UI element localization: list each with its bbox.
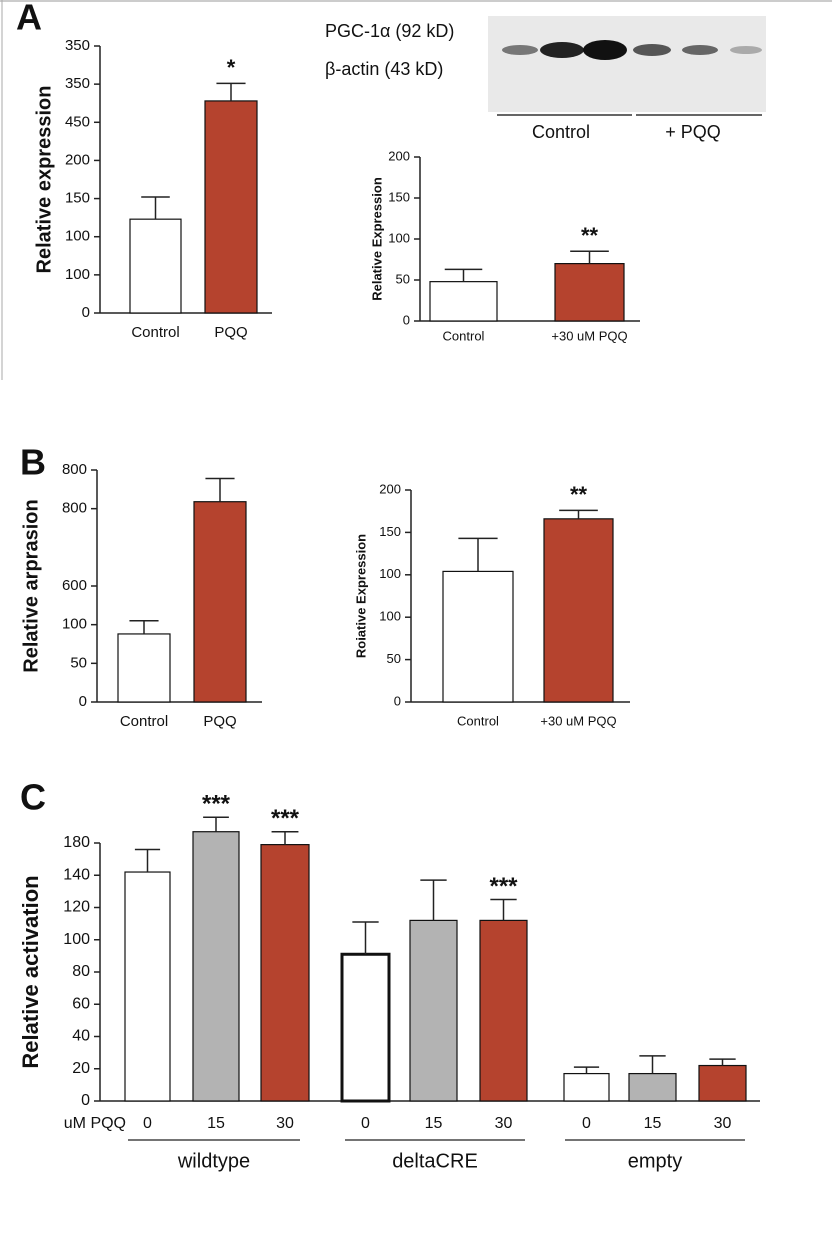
bar xyxy=(204,100,258,314)
bar xyxy=(442,570,514,703)
y-tick-label: 100 xyxy=(388,230,410,245)
x-tick-label: 15 xyxy=(425,1115,443,1132)
x-tick-label: 30 xyxy=(714,1115,732,1132)
x-tick-label: 30 xyxy=(495,1115,513,1132)
bar xyxy=(124,871,171,1102)
y-tick-label: 200 xyxy=(65,151,90,168)
bar xyxy=(260,844,310,1102)
bar xyxy=(543,518,614,703)
y-axis-label: Relative arprasion xyxy=(20,499,42,672)
y-tick-label: 100 xyxy=(62,616,87,633)
y-axis-label: Relative Expression xyxy=(369,177,384,301)
significance: *** xyxy=(202,791,231,818)
y-tick-label: 0 xyxy=(81,1092,90,1109)
x-tick-label: 0 xyxy=(143,1115,152,1132)
blot-band xyxy=(540,42,584,58)
x-tick-label: Control xyxy=(457,713,499,728)
bar xyxy=(429,281,498,322)
y-tick-label: 0 xyxy=(403,312,410,327)
y-tick-label: 100 xyxy=(379,566,401,581)
significance: *** xyxy=(489,873,518,900)
blot-band xyxy=(682,45,718,55)
panel-label: C xyxy=(20,777,46,818)
x-group-label: empty xyxy=(628,1150,682,1172)
bar xyxy=(117,633,171,703)
x-tick-label: 0 xyxy=(582,1115,591,1132)
y-tick-label: 600 xyxy=(62,577,87,594)
x-tick-label: +30 uM PQQ xyxy=(540,713,616,728)
blot-band xyxy=(730,46,762,54)
bar xyxy=(628,1072,677,1102)
y-tick-label: 50 xyxy=(387,651,401,666)
significance: ** xyxy=(570,482,588,507)
bar xyxy=(193,501,247,703)
y-axis-label: Relative expression xyxy=(33,86,55,274)
blot-row-label: β-actin (43 kD) xyxy=(325,59,443,79)
y-tick-label: 50 xyxy=(396,271,410,286)
y-tick-label: 150 xyxy=(65,190,90,207)
bar xyxy=(192,831,240,1102)
panel-label: B xyxy=(20,442,46,483)
y-tick-label: 50 xyxy=(70,654,87,671)
y-tick-label: 0 xyxy=(394,693,401,708)
bar xyxy=(340,952,391,1103)
x-tick-label: 0 xyxy=(361,1115,370,1132)
x-tick-label: Control xyxy=(131,324,179,341)
x-group-label: wildtype xyxy=(177,1150,250,1172)
blot-row-label: PGC-1α (92 kD) xyxy=(325,21,454,41)
x-tick-label: Control xyxy=(443,328,485,343)
y-tick-label: 80 xyxy=(72,963,90,980)
blot-image xyxy=(488,16,766,112)
significance: *** xyxy=(271,805,300,832)
y-tick-label: 800 xyxy=(62,461,87,478)
y-tick-label: 100 xyxy=(65,266,90,283)
y-tick-label: 0 xyxy=(79,693,87,710)
x-tick-label: PQQ xyxy=(203,713,236,730)
y-tick-label: 150 xyxy=(379,524,401,539)
significance: * xyxy=(227,55,236,80)
x-tick-label: +30 uM PQQ xyxy=(551,328,627,343)
x-tick-label: 15 xyxy=(207,1115,225,1132)
y-tick-label: 800 xyxy=(62,500,87,517)
y-tick-label: 140 xyxy=(63,866,90,883)
bar xyxy=(409,919,458,1102)
x-group-label: deltaCRE xyxy=(392,1150,478,1172)
y-tick-label: 150 xyxy=(388,189,410,204)
x-axis-label: uM PQQ xyxy=(64,1115,126,1132)
x-tick-label: 30 xyxy=(276,1115,294,1132)
panel-label: A xyxy=(16,0,42,38)
significance: ** xyxy=(581,223,599,248)
y-tick-label: 180 xyxy=(63,834,90,851)
bar xyxy=(563,1072,610,1102)
y-tick-label: 450 xyxy=(65,113,90,130)
y-tick-label: 350 xyxy=(65,37,90,54)
y-tick-label: 100 xyxy=(65,228,90,245)
blot-band xyxy=(583,40,627,60)
y-tick-label: 0 xyxy=(82,304,90,321)
y-tick-label: 60 xyxy=(72,995,90,1012)
blot-group-label: + PQQ xyxy=(665,122,721,142)
western-blot: PGC-1α (92 kD) β-actin (43 kD) Control +… xyxy=(325,16,766,142)
bar xyxy=(698,1064,747,1102)
y-tick-label: 100 xyxy=(379,609,401,624)
bar xyxy=(479,919,528,1102)
y-tick-label: 120 xyxy=(63,899,90,916)
x-tick-label: Control xyxy=(120,713,168,730)
blot-group-label: Control xyxy=(532,122,590,142)
y-tick-label: 200 xyxy=(379,481,401,496)
y-tick-label: 20 xyxy=(72,1060,90,1077)
blot-band xyxy=(633,44,671,56)
x-tick-label: 15 xyxy=(644,1115,662,1132)
y-tick-label: 350 xyxy=(65,75,90,92)
y-tick-label: 100 xyxy=(63,931,90,948)
y-axis-label: Relative activation xyxy=(18,875,43,1068)
bar xyxy=(129,218,182,314)
y-tick-label: 40 xyxy=(72,1028,90,1045)
blot-band xyxy=(502,45,538,55)
y-axis-label: Roiative Expression xyxy=(353,534,368,658)
x-tick-label: PQQ xyxy=(214,324,247,341)
bar xyxy=(554,263,625,322)
y-tick-label: 200 xyxy=(388,148,410,163)
